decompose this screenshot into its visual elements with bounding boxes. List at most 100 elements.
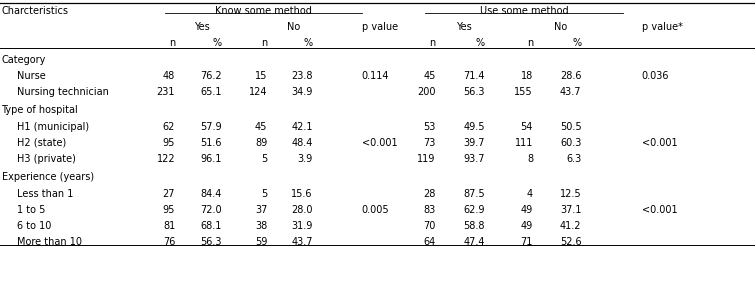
Text: 124: 124 xyxy=(248,87,267,97)
Text: 8: 8 xyxy=(527,154,533,164)
Text: 31.9: 31.9 xyxy=(291,221,313,231)
Text: 49.5: 49.5 xyxy=(464,122,485,132)
Text: 119: 119 xyxy=(418,154,436,164)
Text: 27: 27 xyxy=(162,188,175,199)
Text: 93.7: 93.7 xyxy=(464,154,485,164)
Text: 87.5: 87.5 xyxy=(463,188,485,199)
Text: 6.3: 6.3 xyxy=(566,154,581,164)
Text: <0.001: <0.001 xyxy=(642,138,677,148)
Text: Nurse: Nurse xyxy=(17,71,45,81)
Text: 45: 45 xyxy=(424,71,436,81)
Text: 59: 59 xyxy=(255,237,267,247)
Text: 47.4: 47.4 xyxy=(464,237,485,247)
Text: 52.6: 52.6 xyxy=(559,237,581,247)
Text: 96.1: 96.1 xyxy=(201,154,222,164)
Text: 49: 49 xyxy=(521,205,533,215)
Text: 83: 83 xyxy=(424,205,436,215)
Text: 15.6: 15.6 xyxy=(291,188,313,199)
Text: 48.4: 48.4 xyxy=(291,138,313,148)
Text: n: n xyxy=(261,38,267,48)
Text: 51.6: 51.6 xyxy=(201,138,222,148)
Text: 23.8: 23.8 xyxy=(291,71,313,81)
Text: 4: 4 xyxy=(527,188,533,199)
Text: 37: 37 xyxy=(255,205,267,215)
Text: Yes: Yes xyxy=(456,22,472,32)
Text: %: % xyxy=(572,38,581,48)
Text: 73: 73 xyxy=(424,138,436,148)
Text: 76.2: 76.2 xyxy=(200,71,222,81)
Text: n: n xyxy=(527,38,533,48)
Text: 68.1: 68.1 xyxy=(201,221,222,231)
Text: 49: 49 xyxy=(521,221,533,231)
Text: 70: 70 xyxy=(424,221,436,231)
Text: %: % xyxy=(476,38,485,48)
Text: 0.005: 0.005 xyxy=(362,205,390,215)
Text: No: No xyxy=(554,22,568,32)
Text: 62: 62 xyxy=(163,122,175,132)
Text: 28.0: 28.0 xyxy=(291,205,313,215)
Text: 1 to 5: 1 to 5 xyxy=(17,205,45,215)
Text: p value*: p value* xyxy=(642,22,683,32)
Text: n: n xyxy=(430,38,436,48)
Text: 28: 28 xyxy=(424,188,436,199)
Text: 84.4: 84.4 xyxy=(201,188,222,199)
Text: 54: 54 xyxy=(521,122,533,132)
Text: 42.1: 42.1 xyxy=(291,122,313,132)
Text: 95: 95 xyxy=(163,205,175,215)
Text: 37.1: 37.1 xyxy=(560,205,581,215)
Text: <0.001: <0.001 xyxy=(642,205,677,215)
Text: 76: 76 xyxy=(163,237,175,247)
Text: H1 (municipal): H1 (municipal) xyxy=(17,122,89,132)
Text: More than 10: More than 10 xyxy=(17,237,82,247)
Text: 89: 89 xyxy=(255,138,267,148)
Text: 81: 81 xyxy=(163,221,175,231)
Text: 0.114: 0.114 xyxy=(362,71,389,81)
Text: 48: 48 xyxy=(163,71,175,81)
Text: 50.5: 50.5 xyxy=(559,122,581,132)
Text: 72.0: 72.0 xyxy=(200,205,222,215)
Text: 56.3: 56.3 xyxy=(464,87,485,97)
Text: 53: 53 xyxy=(424,122,436,132)
Text: 18: 18 xyxy=(521,71,533,81)
Text: 122: 122 xyxy=(156,154,175,164)
Text: 38: 38 xyxy=(255,221,267,231)
Text: 43.7: 43.7 xyxy=(560,87,581,97)
Text: 5: 5 xyxy=(261,154,267,164)
Text: 155: 155 xyxy=(514,87,533,97)
Text: 45: 45 xyxy=(255,122,267,132)
Text: 60.3: 60.3 xyxy=(560,138,581,148)
Text: Charcteristics: Charcteristics xyxy=(2,6,69,15)
Text: 71.4: 71.4 xyxy=(464,71,485,81)
Text: 0.036: 0.036 xyxy=(642,71,669,81)
Text: 41.2: 41.2 xyxy=(560,221,581,231)
Text: %: % xyxy=(213,38,222,48)
Text: Know some method: Know some method xyxy=(215,6,312,15)
Text: 15: 15 xyxy=(255,71,267,81)
Text: Yes: Yes xyxy=(195,22,210,32)
Text: Experience (years): Experience (years) xyxy=(2,172,94,182)
Text: H3 (private): H3 (private) xyxy=(17,154,76,164)
Text: p value: p value xyxy=(362,22,398,32)
Text: Nursing technician: Nursing technician xyxy=(17,87,109,97)
Text: 62.9: 62.9 xyxy=(464,205,485,215)
Text: 57.9: 57.9 xyxy=(200,122,222,132)
Text: 6 to 10: 6 to 10 xyxy=(17,221,51,231)
Text: <0.001: <0.001 xyxy=(362,138,397,148)
Text: 56.3: 56.3 xyxy=(201,237,222,247)
Text: Category: Category xyxy=(2,55,46,65)
Text: 200: 200 xyxy=(417,87,436,97)
Text: H2 (state): H2 (state) xyxy=(17,138,66,148)
Text: Type of hospital: Type of hospital xyxy=(2,105,79,115)
Text: 111: 111 xyxy=(515,138,533,148)
Text: 28.6: 28.6 xyxy=(560,71,581,81)
Text: Less than 1: Less than 1 xyxy=(17,188,73,199)
Text: 95: 95 xyxy=(163,138,175,148)
Text: 39.7: 39.7 xyxy=(464,138,485,148)
Text: No: No xyxy=(287,22,300,32)
Text: 5: 5 xyxy=(261,188,267,199)
Text: 231: 231 xyxy=(156,87,175,97)
Text: 64: 64 xyxy=(424,237,436,247)
Text: 12.5: 12.5 xyxy=(559,188,581,199)
Text: 43.7: 43.7 xyxy=(291,237,313,247)
Text: 34.9: 34.9 xyxy=(291,87,313,97)
